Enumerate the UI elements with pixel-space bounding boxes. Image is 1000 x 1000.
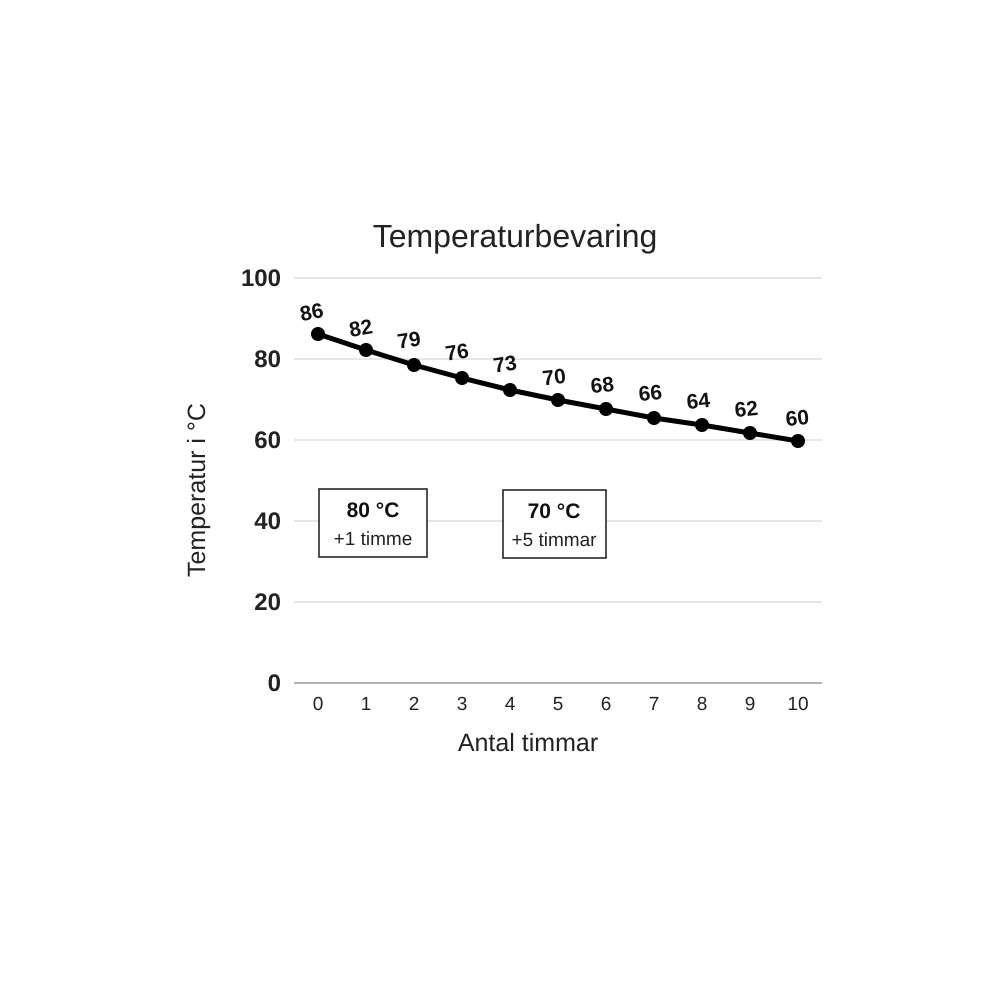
svg-text:80 °C: 80 °C xyxy=(347,499,400,522)
svg-text:79: 79 xyxy=(396,327,423,353)
svg-text:8: 8 xyxy=(697,694,708,715)
svg-text:0: 0 xyxy=(313,694,324,715)
svg-text:Temperaturbevaring: Temperaturbevaring xyxy=(373,218,658,254)
svg-text:70: 70 xyxy=(541,365,567,391)
svg-text:62: 62 xyxy=(734,397,760,422)
svg-text:+5 timmar: +5 timmar xyxy=(512,530,598,551)
svg-text:3: 3 xyxy=(457,694,468,715)
svg-text:+1 timme: +1 timme xyxy=(334,529,413,550)
svg-text:5: 5 xyxy=(553,694,564,715)
svg-text:4: 4 xyxy=(505,694,516,715)
svg-text:Antal timmar: Antal timmar xyxy=(458,729,598,757)
svg-text:60: 60 xyxy=(254,427,281,454)
svg-text:60: 60 xyxy=(785,406,811,431)
svg-text:9: 9 xyxy=(745,694,756,715)
svg-text:80: 80 xyxy=(254,346,281,373)
svg-text:10: 10 xyxy=(787,694,808,715)
svg-text:20: 20 xyxy=(254,589,281,616)
svg-text:64: 64 xyxy=(686,389,712,414)
svg-text:1: 1 xyxy=(361,694,372,715)
svg-text:40: 40 xyxy=(254,508,281,535)
svg-text:7: 7 xyxy=(649,694,660,715)
svg-text:70 °C: 70 °C xyxy=(528,500,581,523)
svg-text:2: 2 xyxy=(409,694,420,715)
svg-text:68: 68 xyxy=(590,373,616,398)
svg-text:82: 82 xyxy=(347,315,374,342)
svg-text:6: 6 xyxy=(601,694,612,715)
svg-text:Temperatur i °C: Temperatur i °C xyxy=(183,403,211,577)
svg-text:76: 76 xyxy=(444,339,471,365)
svg-text:0: 0 xyxy=(268,670,281,697)
svg-text:86: 86 xyxy=(298,299,325,326)
svg-text:100: 100 xyxy=(241,265,281,292)
svg-text:66: 66 xyxy=(638,381,664,406)
svg-text:73: 73 xyxy=(492,351,519,377)
